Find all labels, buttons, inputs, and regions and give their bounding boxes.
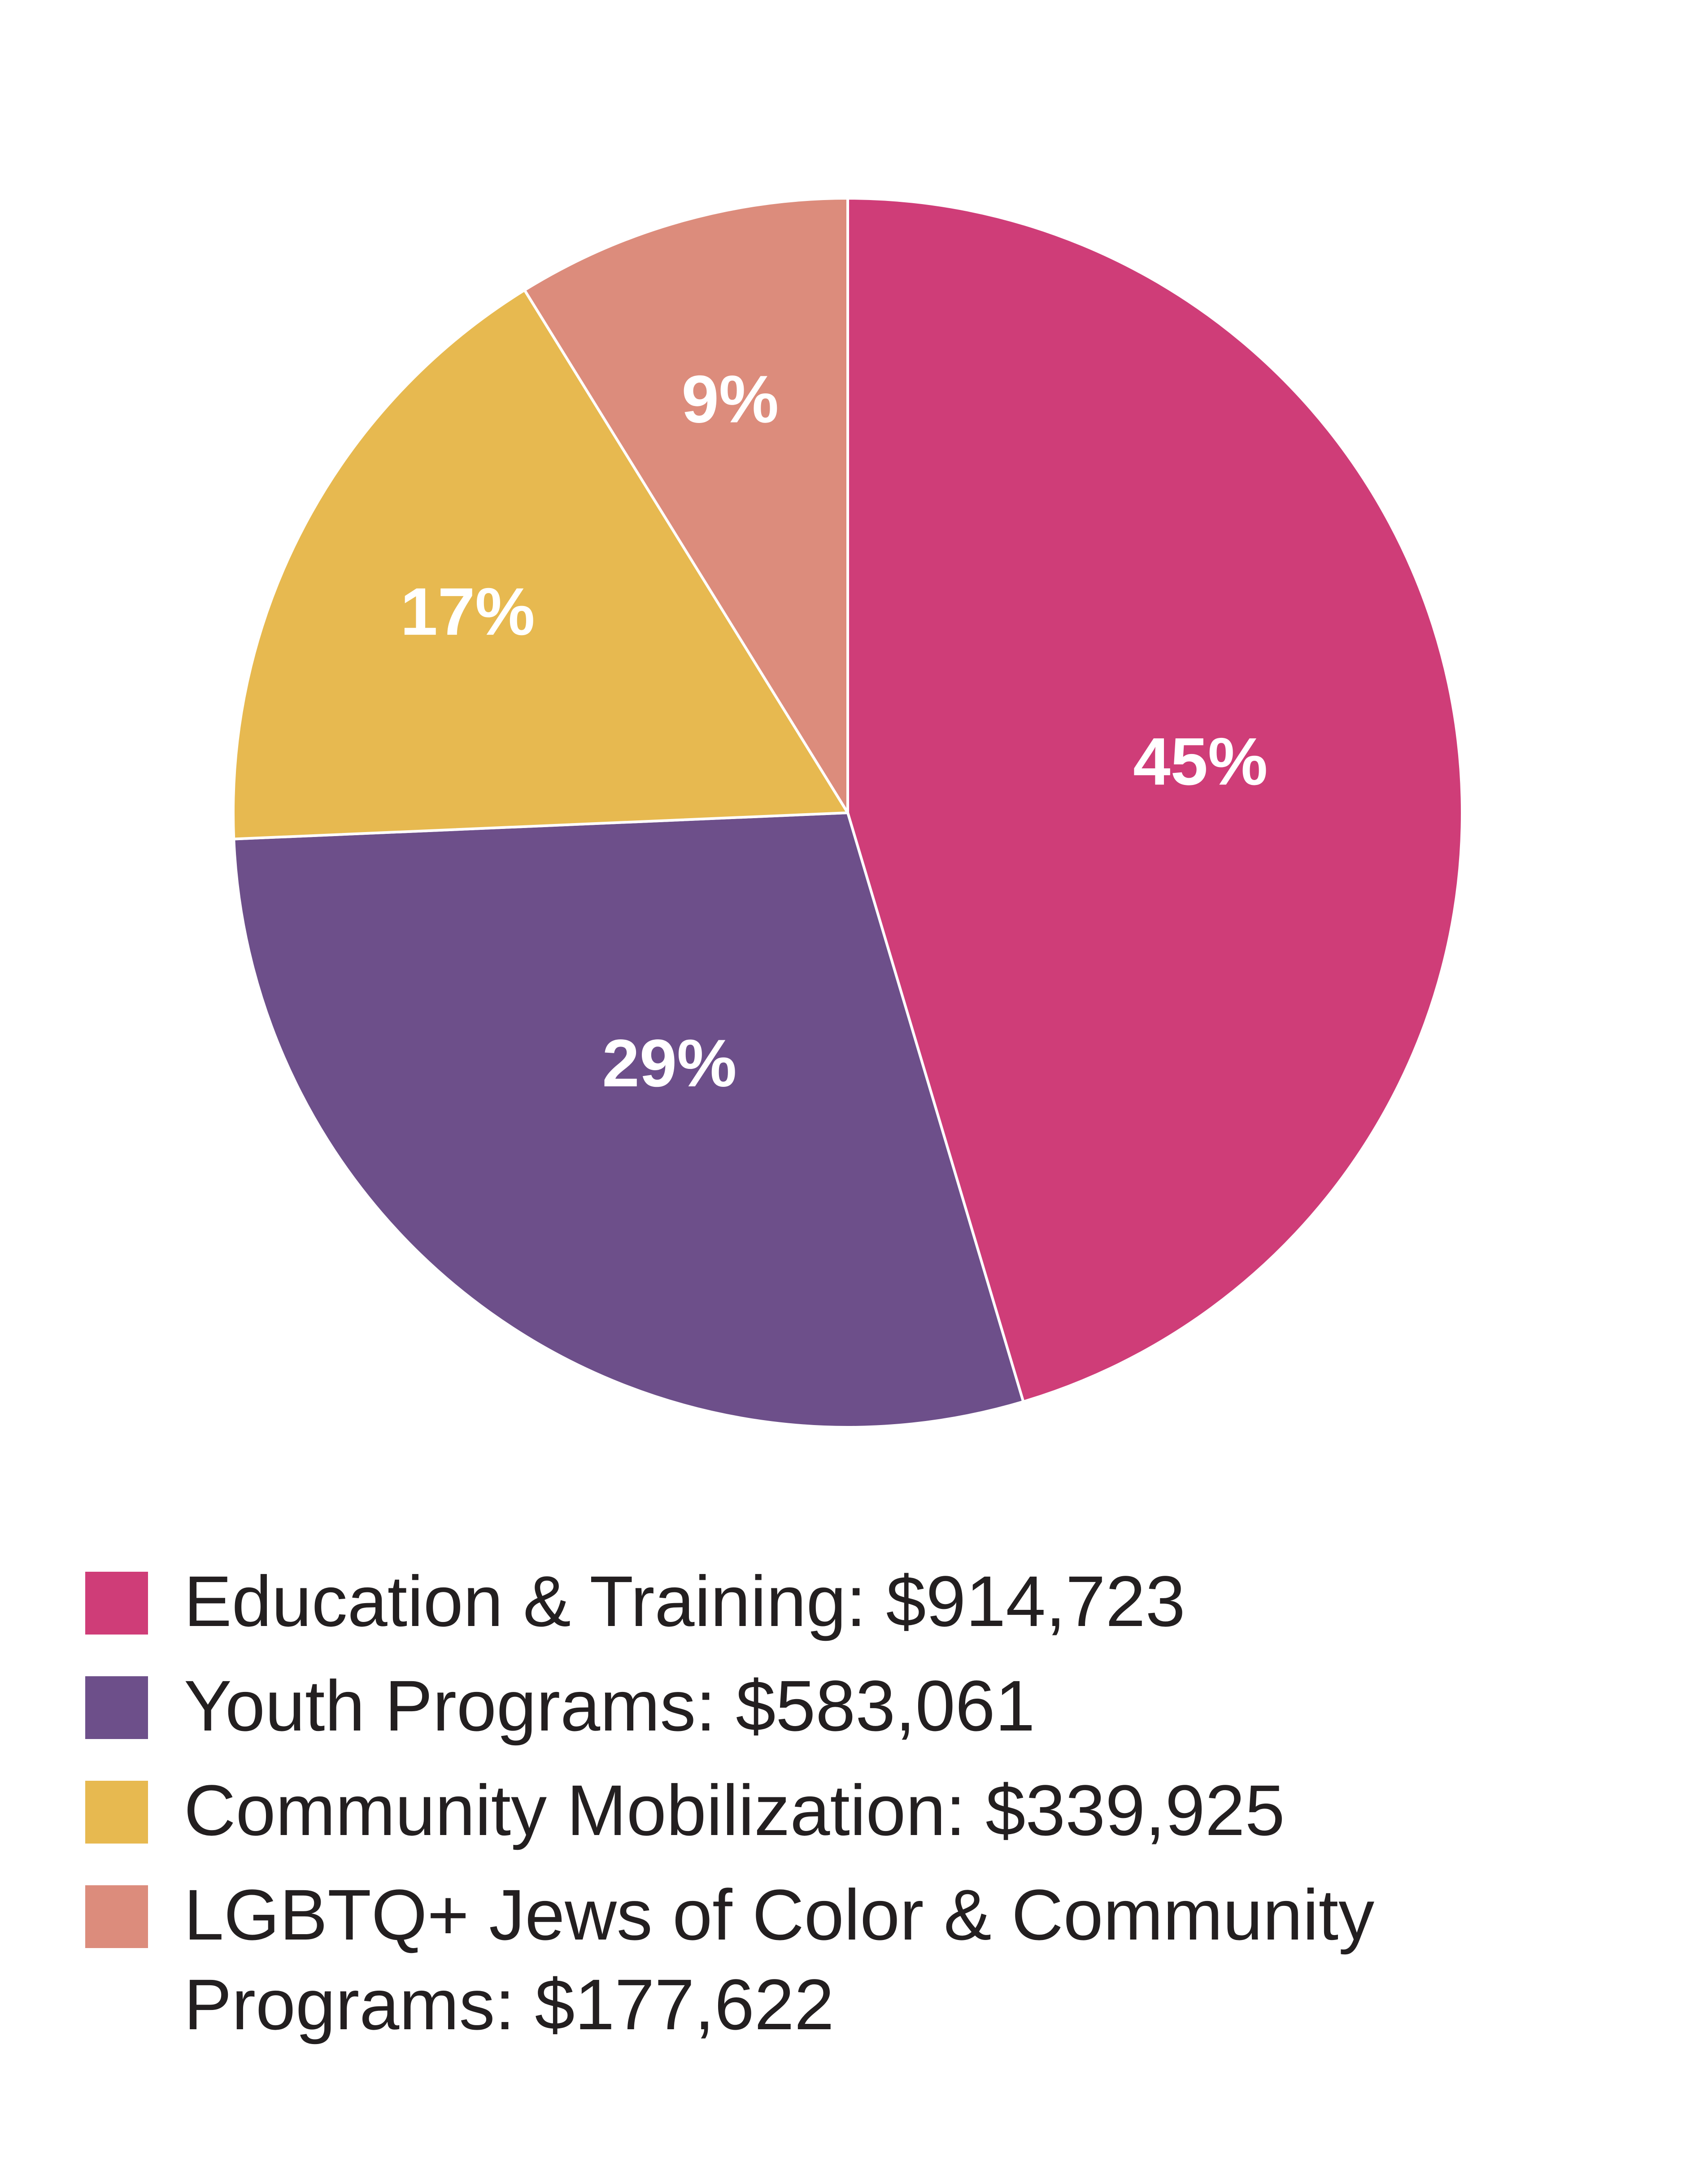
pie-chart: 45% 29% 17% 9%	[232, 197, 1464, 1429]
legend-label-youth-programs: Youth Programs: $583,061	[184, 1665, 1035, 1746]
legend-swatch-lgbtq-joc-community	[85, 1885, 148, 1948]
pie-label-community-mobilization: 17%	[400, 574, 535, 649]
legend-item-community-mobilization: Community Mobilization: $339,925	[85, 1766, 1633, 1855]
pie-slice-education-training	[846, 197, 1464, 1403]
legend-item-lgbtq-joc-community: LGBTQ+ Jews of Color & Community Program…	[85, 1870, 1633, 2049]
legend-swatch-youth-programs	[85, 1676, 148, 1739]
legend-swatch-education-training	[85, 1572, 148, 1635]
legend-label-community-mobilization: Community Mobilization: $339,925	[184, 1770, 1285, 1850]
pie-label-lgbtq-joc-community: 9%	[681, 362, 779, 437]
pie-slice-lgbtq-joc-community	[523, 197, 849, 814]
legend-swatch-community-mobilization	[85, 1781, 148, 1844]
pie-slice-community-mobilization	[232, 288, 849, 841]
pie-slices	[232, 197, 1464, 1429]
pie-slice-labels: 45% 29% 17% 9%	[400, 362, 1268, 1101]
legend-item-youth-programs: Youth Programs: $583,061	[85, 1661, 1633, 1751]
legend-item-education-training: Education & Training: $914,723	[85, 1556, 1633, 1646]
pie-label-youth-programs: 29%	[602, 1025, 736, 1101]
legend-label-education-training: Education & Training: $914,723	[184, 1561, 1185, 1641]
pie-slice-youth-programs	[232, 811, 1025, 1429]
pie-label-education-training: 45%	[1133, 724, 1268, 799]
legend: Education & Training: $914,723 Youth Pro…	[85, 1556, 1633, 2064]
legend-label-lgbtq-joc-community: LGBTQ+ Jews of Color & Community Program…	[184, 1874, 1375, 2045]
